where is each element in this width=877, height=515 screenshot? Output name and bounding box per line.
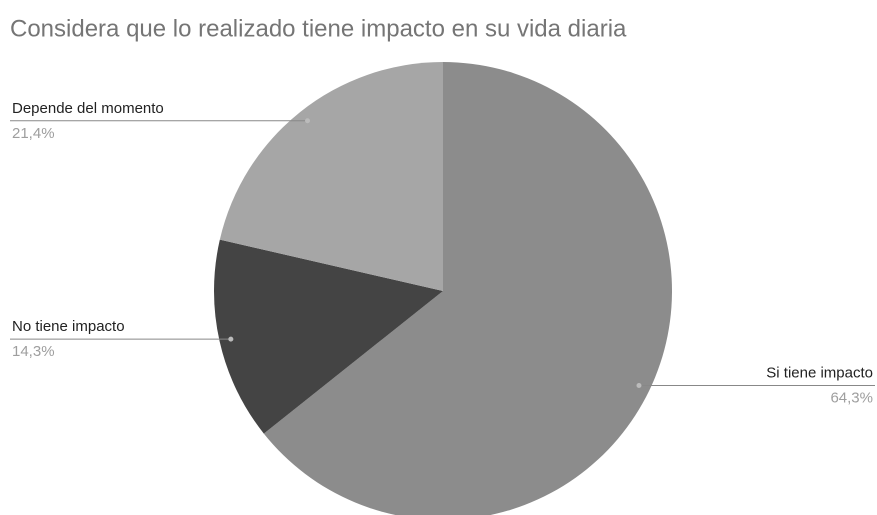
pie-slice [219, 62, 443, 291]
chart-title: Considera que lo realizado tiene impacto… [10, 15, 627, 42]
pie-slice [263, 62, 672, 515]
leader-dot [636, 382, 642, 388]
slice-label: Si tiene impacto [766, 364, 873, 381]
leader-dot [305, 118, 311, 124]
slice-value-label: 14,3% [12, 343, 55, 360]
slice-label: No tiene impacto [12, 318, 125, 335]
slice-value-label: 21,4% [12, 125, 55, 142]
slice-label: Depende del momento [12, 100, 164, 117]
slice-value-label: 64,3% [830, 389, 873, 406]
leader-dot [228, 336, 234, 342]
pie-slice [213, 239, 443, 434]
